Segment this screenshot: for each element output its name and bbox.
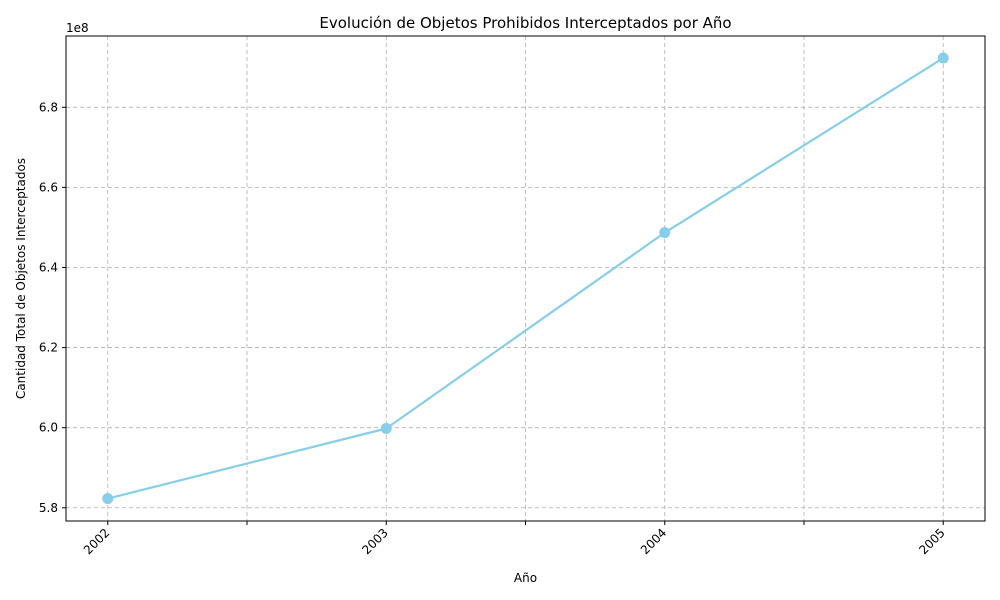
x-tick-label: 2004 <box>638 526 669 557</box>
x-axis-label: Año <box>514 571 537 585</box>
y-axis-label: Cantidad Total de Objetos Interceptados <box>14 158 28 399</box>
data-point <box>102 493 114 505</box>
y-tick-label: 6.2 <box>39 341 58 355</box>
y-tick-label: 6.6 <box>39 180 58 194</box>
series-layer <box>102 52 949 505</box>
y-tick-label: 6.8 <box>39 100 58 114</box>
x-tick-label: 2005 <box>916 526 947 557</box>
ticks: 5.8 6.0 6.2 6.4 6.6 6.8 2002 2003 2004 2005 <box>39 100 948 557</box>
y-offset-label: 1e8 <box>66 21 89 35</box>
data-point <box>659 227 671 239</box>
data-point <box>380 422 392 434</box>
grid <box>66 36 985 521</box>
y-tick-label: 6.4 <box>39 260 58 274</box>
x-tick-label: 2003 <box>359 526 390 557</box>
chart-title: Evolución de Objetos Prohibidos Intercep… <box>319 14 731 32</box>
data-point <box>937 52 949 64</box>
x-tick-label: 2002 <box>81 526 112 557</box>
y-tick-label: 6.0 <box>39 421 58 435</box>
series-line <box>106 56 945 500</box>
y-tick-label: 5.8 <box>39 501 58 515</box>
